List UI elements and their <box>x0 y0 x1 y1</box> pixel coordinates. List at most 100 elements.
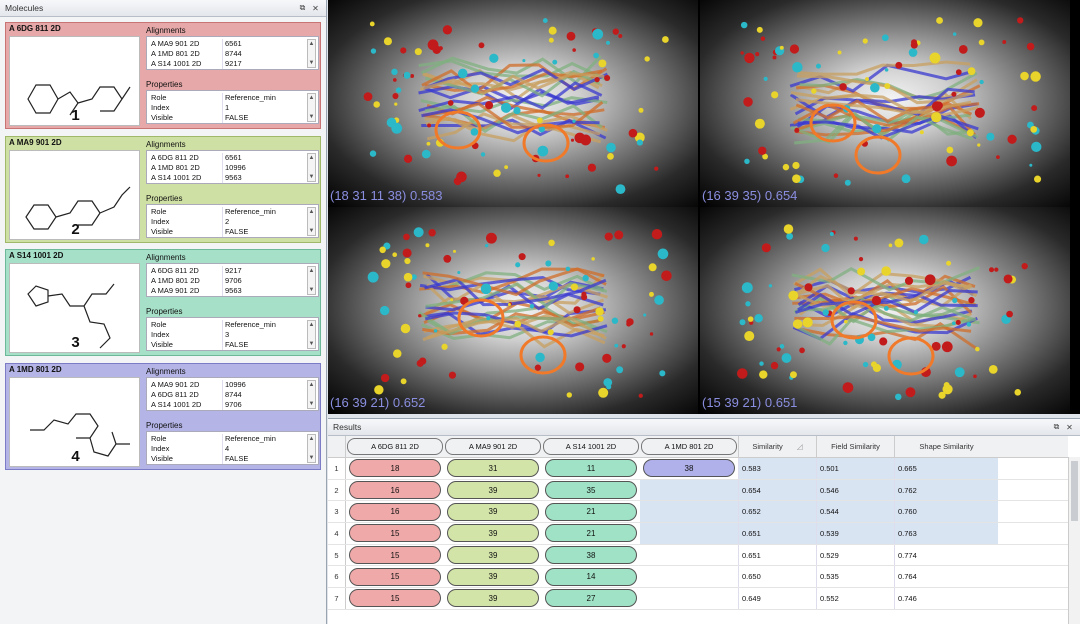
molecule-card[interactable]: A S14 1001 2D 3 Alignments A 6DG 811 2D 9217… <box>5 249 321 356</box>
cell-mol2[interactable]: 39 <box>447 481 539 500</box>
alignments-scrollbar[interactable]: ▲ ▼ <box>307 380 316 409</box>
undock-icon[interactable]: ⧉ <box>1053 422 1060 431</box>
scroll-down-icon[interactable]: ▼ <box>308 114 315 120</box>
table-row[interactable]: 5 15 39 38 0.651 0.529 0.774 <box>328 544 1068 567</box>
cell-mol2[interactable]: 39 <box>447 524 539 543</box>
scroll-up-icon[interactable]: ▲ <box>308 95 315 101</box>
molecule-card[interactable]: A 1MD 801 2D 4 Alignments A MA9 901 2D 10996… <box>5 363 321 470</box>
properties-list[interactable]: Role Reference_min Index 4 Visible FALSE ▲ ▼ <box>146 431 319 465</box>
cell-mol1[interactable]: 16 <box>349 502 441 521</box>
cell-mol1[interactable]: 16 <box>349 481 441 500</box>
alignment-view-1[interactable]: (18 31 11 38) 0.583 <box>328 0 698 207</box>
cell-mol2[interactable]: 39 <box>447 546 539 565</box>
molecule-card[interactable]: A MA9 901 2D 2 Alignments A 6DG 811 2D 6561 A… <box>5 136 321 243</box>
properties-row[interactable]: Index 2 <box>149 217 316 227</box>
properties-row[interactable]: Index 3 <box>149 330 316 340</box>
alignment-view-4[interactable]: (15 39 21) 0.651 <box>700 207 1070 414</box>
alignments-row[interactable]: A MA9 901 2D 9563 <box>149 286 316 296</box>
alignments-list[interactable]: A MA9 901 2D 6561 A 1MD 801 2D 8744 A S14 10… <box>146 36 319 70</box>
scroll-down-icon[interactable]: ▼ <box>308 341 315 347</box>
cell-mol1[interactable]: 15 <box>349 567 441 586</box>
results-scrollbar[interactable] <box>1068 457 1080 624</box>
table-row[interactable]: 7 15 39 27 0.649 0.552 0.746 <box>328 588 1068 610</box>
alignments-list[interactable]: A 6DG 811 2D 9217 A 1MD 801 2D 9706 A MA9 90… <box>146 263 319 297</box>
alignments-list[interactable]: A 6DG 811 2D 6561 A 1MD 801 2D 10996 A S14 1… <box>146 150 319 184</box>
scroll-up-icon[interactable]: ▲ <box>308 41 315 47</box>
alignments-row[interactable]: A MA9 901 2D 6561 <box>149 39 316 49</box>
scroll-down-icon[interactable]: ▼ <box>308 174 315 180</box>
alignment-view-3[interactable]: (16 39 21) 0.652 <box>328 207 698 414</box>
properties-row[interactable]: Visible FALSE <box>149 454 316 464</box>
alignments-row[interactable]: A 6DG 811 2D 8744 <box>149 390 316 400</box>
column-header-mol1[interactable]: A 6DG 811 2D <box>347 438 443 455</box>
properties-row[interactable]: Index 4 <box>149 444 316 454</box>
cell-mol2[interactable]: 39 <box>447 567 539 586</box>
column-header-similarity[interactable]: Similarity ◿ <box>738 436 816 457</box>
properties-row[interactable]: Role Reference_min <box>149 320 316 330</box>
alignments-row[interactable]: A S14 1001 2D 9563 <box>149 173 316 183</box>
column-header-field-similarity[interactable]: Field Similarity <box>816 436 894 457</box>
table-row[interactable]: 6 15 39 14 0.650 0.535 0.764 <box>328 566 1068 589</box>
cell-mol3[interactable]: 21 <box>545 502 637 521</box>
alignments-row[interactable]: A 1MD 801 2D 9706 <box>149 276 316 286</box>
properties-scrollbar[interactable]: ▲ ▼ <box>307 207 316 236</box>
cell-mol3[interactable]: 11 <box>545 459 637 478</box>
alignments-scrollbar[interactable]: ▲ ▼ <box>307 153 316 182</box>
alignments-scrollbar[interactable]: ▲ ▼ <box>307 39 316 68</box>
cell-mol1[interactable]: 15 <box>349 589 441 608</box>
scroll-down-icon[interactable]: ▼ <box>308 455 315 461</box>
cell-mol2[interactable]: 39 <box>447 502 539 521</box>
molecule-card[interactable]: A 6DG 811 2D 1 Alignments A MA9 901 2D 6561 A… <box>5 22 321 129</box>
cell-mol4[interactable]: 38 <box>643 459 735 478</box>
alignments-row[interactable]: A 6DG 811 2D 6561 <box>149 153 316 163</box>
scroll-down-icon[interactable]: ▼ <box>308 60 315 66</box>
scroll-up-icon[interactable]: ▲ <box>308 268 315 274</box>
table-row[interactable]: 4 15 39 21 0.651 0.539 0.763 <box>328 523 1068 545</box>
close-icon[interactable]: ✕ <box>1066 422 1073 432</box>
cell-mol2[interactable]: 31 <box>447 459 539 478</box>
close-icon[interactable]: ✕ <box>312 3 319 13</box>
properties-scrollbar[interactable]: ▲ ▼ <box>307 320 316 349</box>
properties-row[interactable]: Index 1 <box>149 103 316 113</box>
properties-list[interactable]: Role Reference_min Index 3 Visible FALSE ▲ ▼ <box>146 317 319 351</box>
scroll-up-icon[interactable]: ▲ <box>308 155 315 161</box>
alignments-row[interactable]: A S14 1001 2D 9217 <box>149 59 316 69</box>
column-header-mol2[interactable]: A MA9 901 2D <box>445 438 541 455</box>
table-row[interactable]: 2 16 39 35 0.654 0.546 0.762 <box>328 479 1068 502</box>
cell-mol3[interactable]: 21 <box>545 524 637 543</box>
molecule-3d-viewer[interactable]: (18 31 11 38) 0.583 (16 39 35) 0.654 (16… <box>328 0 1080 414</box>
cell-mol3[interactable]: 27 <box>545 589 637 608</box>
column-header-mol4[interactable]: A 1MD 801 2D <box>641 438 737 455</box>
alignments-row[interactable]: A 1MD 801 2D 8744 <box>149 49 316 59</box>
scrollbar-thumb[interactable] <box>1071 461 1078 521</box>
scroll-up-icon[interactable]: ▲ <box>308 322 315 328</box>
scroll-up-icon[interactable]: ▲ <box>308 436 315 442</box>
alignment-view-2[interactable]: (16 39 35) 0.654 <box>700 0 1070 207</box>
cell-mol1[interactable]: 15 <box>349 524 441 543</box>
cell-mol1[interactable]: 15 <box>349 546 441 565</box>
properties-row[interactable]: Role Reference_min <box>149 434 316 444</box>
cell-mol1[interactable]: 18 <box>349 459 441 478</box>
properties-scrollbar[interactable]: ▲ ▼ <box>307 93 316 122</box>
alignments-scrollbar[interactable]: ▲ ▼ <box>307 266 316 295</box>
properties-row[interactable]: Role Reference_min <box>149 93 316 103</box>
alignments-list[interactable]: A MA9 901 2D 10996 A 6DG 811 2D 8744 A S14 1… <box>146 377 319 411</box>
table-row[interactable]: 3 16 39 21 0.652 0.544 0.760 <box>328 501 1068 524</box>
scroll-up-icon[interactable]: ▲ <box>308 209 315 215</box>
alignments-row[interactable]: A S14 1001 2D 9706 <box>149 400 316 410</box>
cell-mol2[interactable]: 39 <box>447 589 539 608</box>
scroll-down-icon[interactable]: ▼ <box>308 228 315 234</box>
undock-icon[interactable]: ⧉ <box>299 3 306 12</box>
cell-mol3[interactable]: 14 <box>545 567 637 586</box>
properties-scrollbar[interactable]: ▲ ▼ <box>307 434 316 463</box>
cell-mol3[interactable]: 35 <box>545 481 637 500</box>
column-header-shape-similarity[interactable]: Shape Similarity <box>894 436 998 457</box>
scroll-down-icon[interactable]: ▼ <box>308 287 315 293</box>
properties-row[interactable]: Visible FALSE <box>149 340 316 350</box>
alignments-row[interactable]: A 6DG 811 2D 9217 <box>149 266 316 276</box>
properties-row[interactable]: Visible FALSE <box>149 227 316 237</box>
cell-mol3[interactable]: 38 <box>545 546 637 565</box>
properties-list[interactable]: Role Reference_min Index 1 Visible FALSE ▲ ▼ <box>146 90 319 124</box>
table-row[interactable]: 1 18 31 11 38 0.583 0.501 0.665 <box>328 458 1068 480</box>
scroll-up-icon[interactable]: ▲ <box>308 382 315 388</box>
